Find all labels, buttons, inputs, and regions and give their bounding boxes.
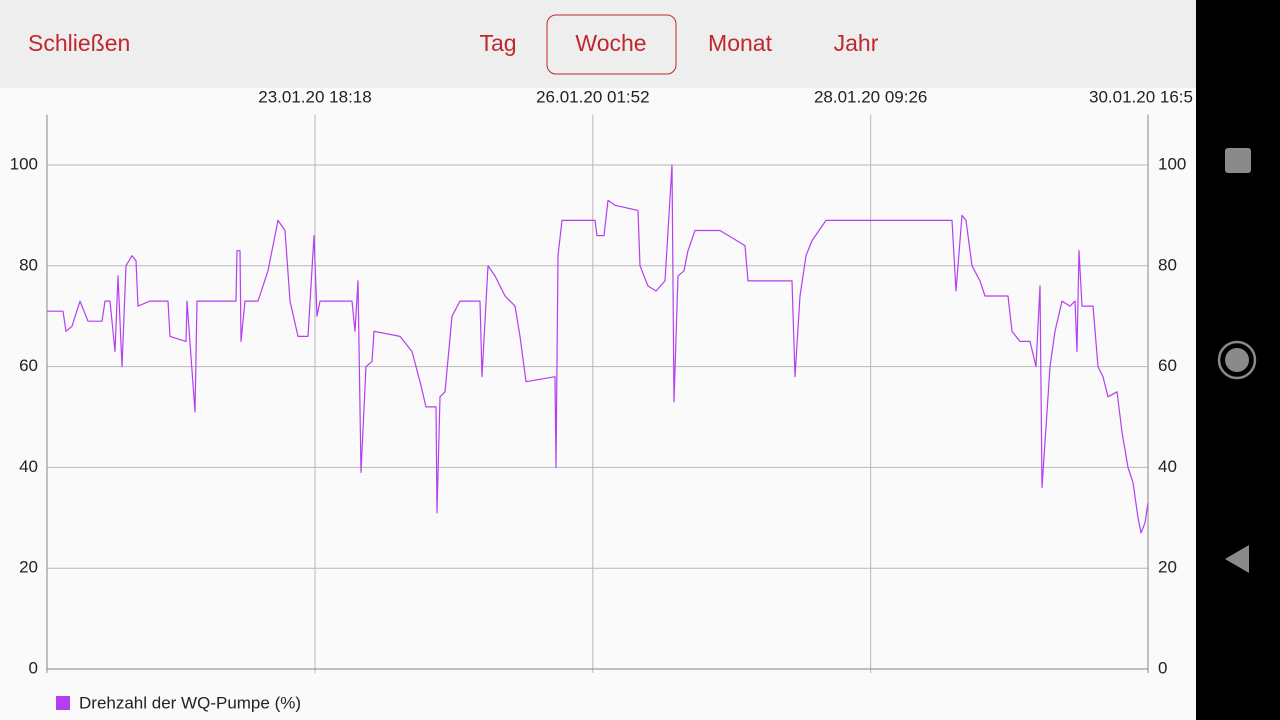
legend-swatch <box>56 696 70 710</box>
back-button[interactable] <box>1225 545 1249 573</box>
x-tick-label: 23.01.20 18:18 <box>258 87 371 106</box>
y2-tick-label: 20 <box>1158 558 1177 577</box>
background <box>0 0 1196 720</box>
x-tick-label: 26.01.20 01:52 <box>536 87 649 106</box>
y2-tick-label: 80 <box>1158 255 1177 274</box>
home-button[interactable] <box>1217 340 1257 380</box>
y-tick-label: 20 <box>19 558 38 577</box>
y-tick-label: 0 <box>29 658 38 677</box>
tab[interactable]: Tag <box>479 30 516 56</box>
data-line <box>47 164 1149 534</box>
recents-button[interactable] <box>1225 148 1251 173</box>
y2-tick-label: 100 <box>1158 154 1186 173</box>
tab[interactable]: Monat <box>708 30 773 56</box>
tab[interactable]: Jahr <box>834 30 879 56</box>
chart: 0 0 20 20 40 40 60 60 80 80 100 100 23.01.20 18:18 26… <box>10 87 1193 712</box>
y2-tick-label: 60 <box>1158 356 1177 375</box>
x-tick-label: 30.01.20 16:5 <box>1089 87 1193 106</box>
nav-bar <box>1196 0 1280 720</box>
home-button-center <box>1225 348 1249 372</box>
selected-tab-frame <box>546 14 677 75</box>
y-tick-label: 80 <box>19 255 38 274</box>
tab[interactable]: Woche <box>575 30 646 56</box>
y2-tick-label: 40 <box>1158 457 1177 476</box>
y-tick-label: 100 <box>10 154 38 173</box>
y-tick-label: 60 <box>19 356 38 375</box>
tabs: Tag Woche Monat Jahr <box>479 14 879 75</box>
x-tick-label: 28.01.20 09:26 <box>814 87 927 106</box>
close-button[interactable]: Schließen <box>28 30 130 56</box>
y-tick-label: 40 <box>19 457 38 476</box>
y2-tick-label: 0 <box>1158 658 1167 677</box>
legend-label: Drehzahl der WQ-Pumpe (%) <box>79 693 301 712</box>
